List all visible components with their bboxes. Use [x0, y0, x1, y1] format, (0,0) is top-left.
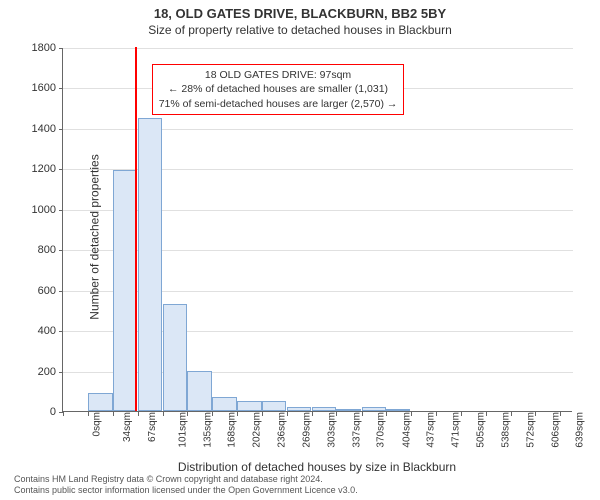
x-tick-label: 303sqm: [327, 412, 338, 448]
chart-container: 18, OLD GATES DRIVE, BLACKBURN, BB2 5BY …: [0, 0, 600, 500]
x-tick-label: 404sqm: [401, 412, 412, 448]
y-tick-mark: [59, 372, 63, 373]
x-tick-label: 639sqm: [575, 412, 586, 448]
y-tick-mark: [59, 169, 63, 170]
y-tick-label: 1600: [16, 82, 56, 94]
x-tick-label: 538sqm: [500, 412, 511, 448]
property-marker-line: [135, 47, 137, 411]
histogram-bar: [212, 397, 236, 411]
x-tick-mark: [187, 412, 188, 416]
x-tick-label: 34sqm: [122, 412, 133, 442]
x-tick-label: 101sqm: [177, 412, 188, 448]
x-tick-label: 168sqm: [227, 412, 238, 448]
x-tick-mark: [312, 412, 313, 416]
histogram-bar: [237, 401, 261, 411]
x-tick-mark: [237, 412, 238, 416]
histogram-bar: [138, 118, 162, 411]
y-tick-mark: [59, 48, 63, 49]
histogram-bar: [187, 371, 211, 411]
histogram-bar: [88, 393, 112, 411]
y-tick-label: 800: [16, 244, 56, 256]
x-tick-label: 505sqm: [476, 412, 487, 448]
x-tick-mark: [362, 412, 363, 416]
y-tick-mark: [59, 331, 63, 332]
x-tick-mark: [212, 412, 213, 416]
chart-subtitle: Size of property relative to detached ho…: [0, 21, 600, 37]
x-tick-mark: [287, 412, 288, 416]
x-tick-mark: [535, 412, 536, 416]
footer-line-1: Contains HM Land Registry data © Crown c…: [14, 474, 358, 485]
y-tick-label: 200: [16, 366, 56, 378]
footer-line-2: Contains public sector information licen…: [14, 485, 358, 496]
histogram-bar: [113, 170, 137, 411]
histogram-bar: [163, 304, 187, 411]
y-tick-mark: [59, 250, 63, 251]
x-tick-label: 437sqm: [426, 412, 437, 448]
x-tick-mark: [138, 412, 139, 416]
x-tick-mark: [113, 412, 114, 416]
x-tick-mark: [386, 412, 387, 416]
y-tick-label: 1000: [16, 204, 56, 216]
y-tick-label: 600: [16, 285, 56, 297]
x-axis-label: Distribution of detached houses by size …: [62, 460, 572, 474]
histogram-bar: [312, 407, 336, 411]
x-tick-label: 0sqm: [91, 412, 102, 436]
y-tick-label: 0: [16, 406, 56, 418]
x-tick-label: 572sqm: [525, 412, 536, 448]
x-tick-label: 269sqm: [301, 412, 312, 448]
plot-area: 0200400600800100012001400160018000sqm34s…: [62, 48, 572, 412]
y-tick-mark: [59, 210, 63, 211]
x-tick-mark: [560, 412, 561, 416]
x-tick-mark: [336, 412, 337, 416]
x-tick-label: 135sqm: [202, 412, 213, 448]
y-tick-label: 1200: [16, 163, 56, 175]
x-tick-label: 337sqm: [352, 412, 363, 448]
histogram-bar: [287, 407, 311, 411]
x-tick-mark: [411, 412, 412, 416]
histogram-bar: [386, 409, 410, 411]
x-tick-label: 236sqm: [277, 412, 288, 448]
x-tick-mark: [262, 412, 263, 416]
y-tick-label: 1400: [16, 123, 56, 135]
y-axis-label: Number of detached properties: [88, 154, 102, 319]
x-tick-label: 606sqm: [550, 412, 561, 448]
info-box-line: ← 28% of detached houses are smaller (1,…: [159, 82, 398, 96]
x-tick-mark: [486, 412, 487, 416]
x-tick-mark: [88, 412, 89, 416]
x-tick-mark: [63, 412, 64, 416]
chart-area: 0200400600800100012001400160018000sqm34s…: [62, 48, 572, 412]
histogram-bar: [262, 401, 286, 411]
x-tick-label: 471sqm: [451, 412, 462, 448]
info-box-line: 71% of semi-detached houses are larger (…: [159, 97, 398, 111]
y-tick-label: 1800: [16, 42, 56, 54]
histogram-bar: [362, 407, 386, 411]
gridline: [63, 48, 573, 49]
histogram-bar: [336, 409, 360, 411]
info-box: 18 OLD GATES DRIVE: 97sqm← 28% of detach…: [152, 64, 405, 115]
x-tick-mark: [436, 412, 437, 416]
x-tick-label: 67sqm: [147, 412, 158, 442]
info-box-line: 18 OLD GATES DRIVE: 97sqm: [159, 68, 398, 82]
chart-title: 18, OLD GATES DRIVE, BLACKBURN, BB2 5BY: [0, 0, 600, 21]
y-tick-label: 400: [16, 325, 56, 337]
x-tick-label: 370sqm: [376, 412, 387, 448]
x-tick-label: 202sqm: [252, 412, 263, 448]
x-tick-mark: [461, 412, 462, 416]
x-tick-mark: [163, 412, 164, 416]
footer: Contains HM Land Registry data © Crown c…: [14, 474, 358, 497]
x-tick-mark: [511, 412, 512, 416]
y-tick-mark: [59, 88, 63, 89]
y-tick-mark: [59, 291, 63, 292]
y-tick-mark: [59, 129, 63, 130]
